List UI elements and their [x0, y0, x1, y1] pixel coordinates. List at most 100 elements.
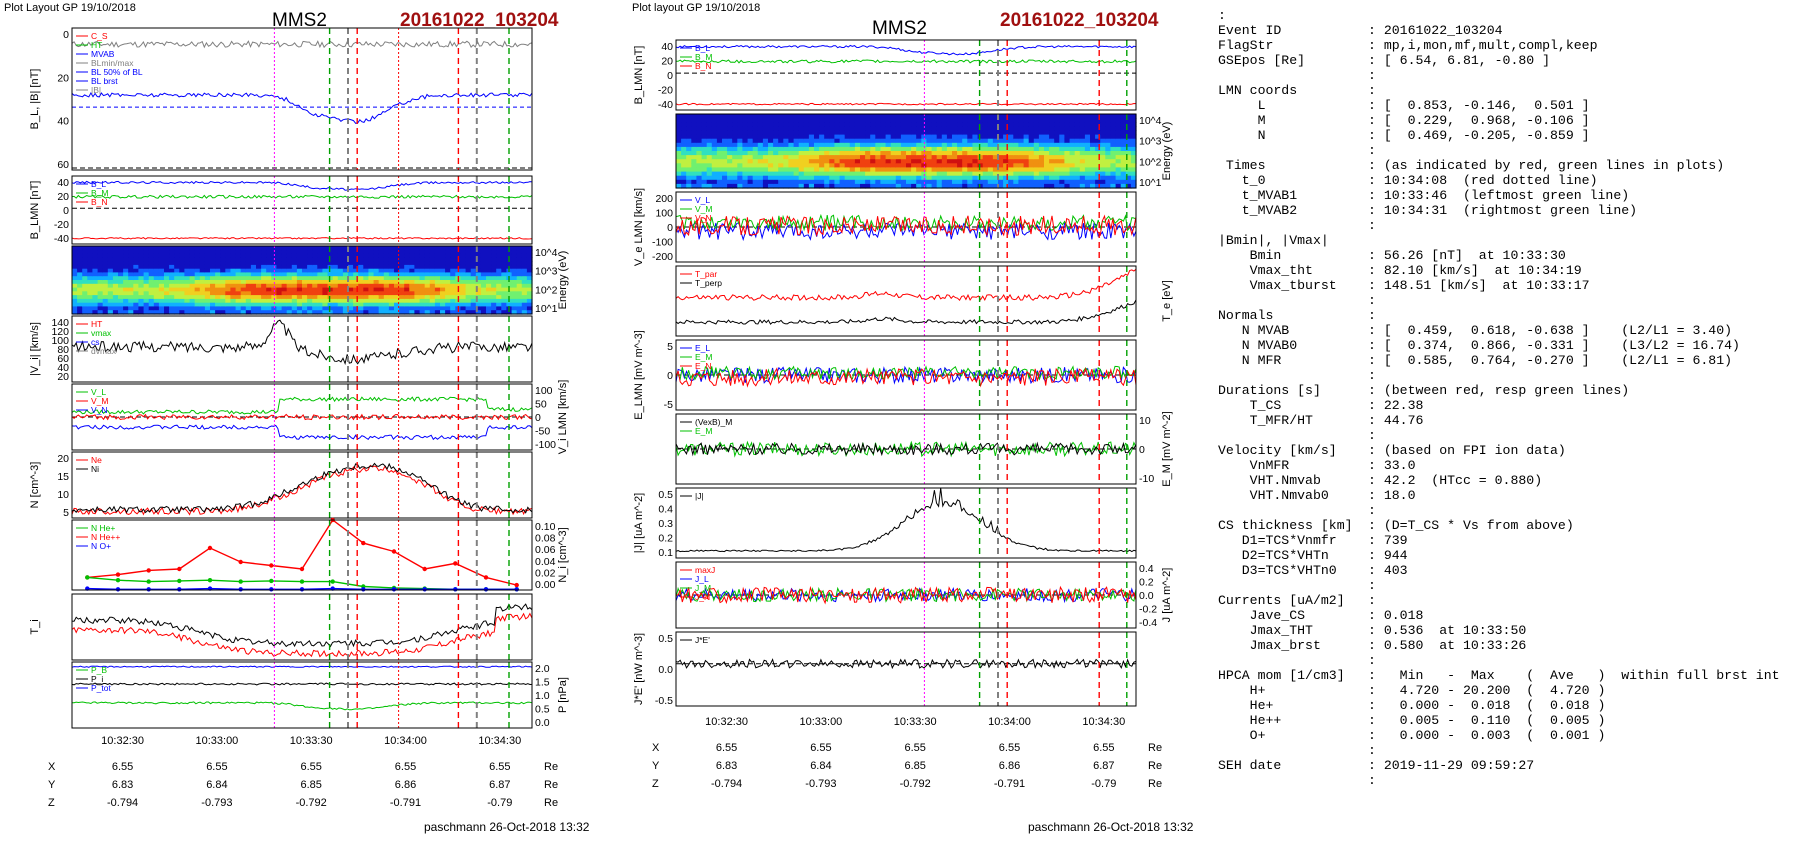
- spectrogram-cell: [1130, 126, 1137, 131]
- spectrogram-cell: [199, 276, 206, 281]
- spectrogram-cell: [686, 175, 692, 181]
- spectrogram-cell: [158, 302, 165, 308]
- spectrogram-cell: [998, 118, 1004, 123]
- series--b-: [71, 40, 533, 49]
- spectrogram-cell: [1130, 118, 1137, 123]
- spectrogram-cell: [506, 302, 513, 308]
- spectrogram-cell: [358, 272, 364, 277]
- spectrogram-cell: [353, 264, 359, 270]
- spectrogram-cell: [465, 280, 472, 285]
- spectrogram-cell: [342, 306, 349, 311]
- spectrogram-cell: [849, 146, 856, 152]
- spectrogram-cell: [696, 114, 703, 119]
- series-p-i: [71, 682, 533, 686]
- spectrogram-cell: [143, 306, 150, 311]
- spectrogram-cell: [72, 291, 78, 296]
- spectrogram-cell: [706, 142, 713, 148]
- spectrogram-cell: [814, 138, 820, 144]
- spectrogram-cell: [839, 163, 846, 168]
- spectrogram-cell: [819, 146, 825, 152]
- y-tick-label: 1.0: [535, 690, 550, 702]
- spectrogram-cell: [1059, 142, 1065, 148]
- spectrogram-cell: [394, 246, 400, 251]
- spectrogram-cell: [824, 114, 830, 119]
- spectrogram-cell: [900, 175, 907, 181]
- spectrogram-cell: [240, 261, 247, 266]
- spectrogram-cell: [732, 159, 738, 164]
- spectrogram-cell: [783, 183, 789, 189]
- spectrogram-cell: [1013, 151, 1019, 156]
- spectrogram-cell: [286, 257, 293, 262]
- spectrogram-cell: [716, 122, 723, 127]
- spectrogram-cell: [1079, 146, 1086, 152]
- series-b-m: [675, 59, 1137, 64]
- spectrogram-cell: [82, 276, 88, 281]
- position-value: 6.55: [206, 761, 227, 773]
- spectrogram-cell: [742, 171, 749, 177]
- spectrogram-cell: [839, 130, 846, 136]
- spectrogram-cell: [194, 261, 201, 266]
- spectrogram-cell: [972, 175, 979, 181]
- spectrogram-cell: [676, 175, 682, 181]
- spectrogram-cell: [1018, 159, 1025, 164]
- spectrogram-cell: [164, 272, 170, 277]
- spectrogram-cell: [681, 130, 687, 136]
- spectrogram-cell: [977, 130, 984, 136]
- spectrogram-cell: [1074, 183, 1081, 189]
- spectrogram-cell: [773, 159, 779, 164]
- spectrogram-cell: [138, 298, 145, 304]
- spectrogram-cell: [716, 130, 723, 136]
- spectrogram-cell: [210, 264, 216, 270]
- spectrogram-cell: [952, 138, 958, 144]
- spectrogram-cell: [153, 268, 160, 274]
- spectrogram-cell: [1120, 114, 1127, 119]
- spectrogram-cell: [409, 283, 415, 289]
- spectrogram-cell: [133, 306, 139, 311]
- spectrogram-cell: [916, 175, 922, 181]
- spectrogram-cell: [368, 249, 375, 255]
- spectrogram-cell: [250, 276, 257, 281]
- spectrogram-cell: [1028, 175, 1035, 181]
- spectrogram-cell: [143, 264, 150, 270]
- spectrogram-cell: [399, 253, 405, 258]
- legend-label: vmax: [91, 328, 112, 338]
- spectrogram-cell: [276, 287, 283, 292]
- spectrogram-cell: [803, 163, 810, 168]
- summary-key: D2=TCS*VHTn: [1218, 548, 1329, 563]
- spectrogram-cell: [839, 146, 846, 152]
- spectrogram-cell: [936, 134, 943, 140]
- spectrogram-cell: [716, 163, 723, 168]
- spectrogram-cell: [148, 257, 155, 262]
- spectrogram-cell: [394, 280, 400, 285]
- spectrogram-cell: [235, 283, 242, 289]
- spectrogram-cell: [281, 276, 288, 281]
- panel-frame: [71, 245, 533, 315]
- spectrogram-cell: [470, 298, 477, 304]
- spectrogram-cell: [169, 295, 175, 300]
- spectrogram-cell: [220, 280, 226, 285]
- spectrogram-cell: [199, 287, 206, 292]
- spectrogram-cell: [1120, 175, 1127, 181]
- left-plot-spacecraft: MMS2: [272, 10, 327, 31]
- spectrogram-cell: [516, 283, 523, 289]
- spectrogram-cell: [1084, 155, 1091, 160]
- spectrogram-cell: [210, 249, 216, 255]
- spectrogram-cell: [368, 253, 375, 258]
- summary-row: D2=TCS*VHTn: 944: [1218, 548, 1780, 563]
- spectrogram-cell: [696, 163, 703, 168]
- spectrogram-cell: [1084, 179, 1091, 185]
- spectrogram-cell: [962, 126, 968, 131]
- spectrogram-cell: [296, 264, 303, 270]
- spectrogram-cell: [261, 295, 267, 300]
- spectrogram-cell: [773, 138, 779, 144]
- summary-row: |Bmin|, |Vmax|: [1218, 233, 1780, 248]
- spectrogram-cell: [931, 130, 938, 136]
- spectrogram-cell: [900, 118, 907, 123]
- spectrogram-cell: [388, 298, 395, 304]
- spectrogram-cell: [1013, 118, 1019, 123]
- spectrogram-cell: [210, 272, 216, 277]
- spectrogram-cell: [865, 155, 871, 160]
- spectrogram-cell: [686, 171, 692, 177]
- spectrogram-cell: [1095, 130, 1101, 136]
- spectrogram-cell: [906, 183, 912, 189]
